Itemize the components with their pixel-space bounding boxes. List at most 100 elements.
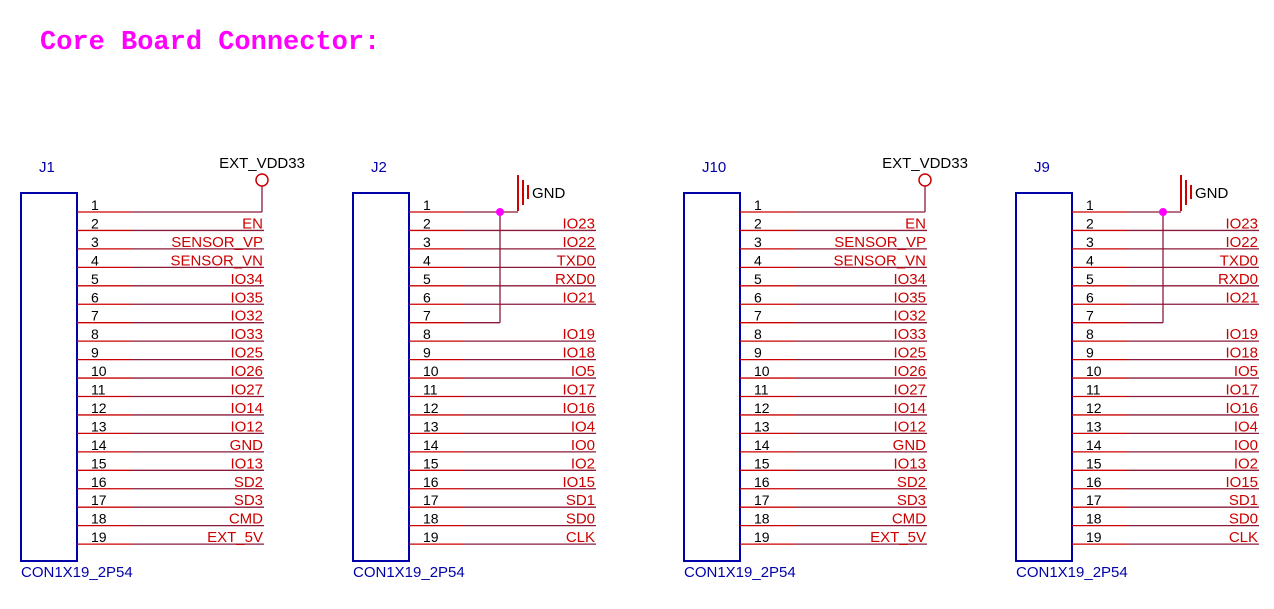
pin-number: 18 (91, 511, 107, 527)
net-label: IO18 (1225, 345, 1258, 362)
pin-number: 17 (423, 492, 439, 508)
net-label: IO34 (893, 271, 926, 288)
connector-footprint: CON1X19_2P54 (1016, 564, 1128, 581)
net-label: IO5 (1234, 363, 1258, 380)
net-label: IO17 (1225, 382, 1258, 399)
pin-number: 13 (423, 418, 439, 434)
pin-number: 5 (91, 271, 99, 287)
pin-number: 8 (1086, 326, 1094, 342)
net-label: IO32 (893, 308, 926, 325)
connector-footprint: CON1X19_2P54 (353, 564, 465, 581)
pin-number: 16 (1086, 474, 1102, 490)
net-label: IO18 (562, 345, 595, 362)
connector-designator: J2 (371, 159, 387, 176)
pin-number: 19 (754, 529, 770, 545)
pin-number: 4 (91, 252, 99, 268)
net-label: IO14 (230, 400, 263, 417)
net-label: IO22 (562, 234, 595, 251)
pin-number: 9 (754, 345, 762, 361)
net-label: EN (905, 215, 926, 232)
pin-number: 1 (1086, 197, 1094, 213)
power-net-label: GND (1195, 185, 1229, 202)
net-label: IO22 (1225, 234, 1258, 251)
pin-number: 17 (1086, 492, 1102, 508)
net-label: IO14 (893, 400, 926, 417)
net-label: IO13 (893, 455, 926, 472)
pin-number: 3 (1086, 234, 1094, 250)
net-label: IO21 (1225, 289, 1258, 306)
pin-number: 2 (423, 215, 431, 231)
pin-number: 5 (423, 271, 431, 287)
pin-number: 12 (91, 400, 107, 416)
pin-number: 3 (423, 234, 431, 250)
pin-number: 14 (754, 437, 770, 453)
pin-number: 16 (423, 474, 439, 490)
net-label: IO21 (562, 289, 595, 306)
pin-number: 7 (91, 308, 99, 324)
connector-footprint: CON1X19_2P54 (21, 564, 133, 581)
net-label: IO2 (1234, 455, 1258, 472)
pin-number: 11 (1086, 382, 1101, 398)
pin-number: 11 (423, 382, 438, 398)
power-net-label: EXT_VDD33 (882, 155, 968, 172)
net-label: IO25 (230, 345, 263, 362)
pin-number: 13 (91, 418, 107, 434)
page-title: Core Board Connector: (40, 28, 381, 58)
net-label: IO32 (230, 308, 263, 325)
net-label: SD1 (566, 492, 595, 509)
net-label: IO34 (230, 271, 263, 288)
net-label: SD0 (1229, 511, 1258, 528)
pin-number: 14 (1086, 437, 1102, 453)
net-label: TXD0 (1220, 252, 1258, 269)
net-label: CLK (1229, 529, 1258, 546)
net-label: IO0 (1234, 437, 1258, 454)
net-label: GND (230, 437, 264, 454)
pin-number: 7 (1086, 308, 1094, 324)
net-label: EN (242, 215, 263, 232)
pin-number: 4 (1086, 252, 1094, 268)
pin-number: 1 (423, 197, 431, 213)
pin-number: 8 (423, 326, 431, 342)
pin-number: 10 (91, 363, 107, 379)
pin-number: 10 (423, 363, 439, 379)
pin-number: 3 (91, 234, 99, 250)
net-label: IO5 (571, 363, 595, 380)
net-label: CMD (229, 511, 263, 528)
pin-number: 10 (1086, 363, 1102, 379)
net-label: IO35 (230, 289, 263, 306)
pin-number: 2 (91, 215, 99, 231)
pin-number: 12 (423, 400, 439, 416)
pin-number: 16 (91, 474, 107, 490)
pin-number: 11 (754, 382, 769, 398)
net-label: EXT_5V (207, 529, 263, 546)
pin-number: 13 (754, 418, 770, 434)
connector-designator: J1 (39, 159, 55, 176)
net-label: SD3 (234, 492, 263, 509)
net-label: IO26 (893, 363, 926, 380)
pin-number: 14 (91, 437, 107, 453)
pin-number: 13 (1086, 418, 1102, 434)
junction-dot (496, 208, 504, 216)
connector-body (1015, 192, 1073, 562)
pin-number: 4 (754, 252, 762, 268)
connector-footprint: CON1X19_2P54 (684, 564, 796, 581)
net-label: IO15 (1225, 474, 1258, 491)
net-label: IO0 (571, 437, 595, 454)
pin-number: 19 (91, 529, 107, 545)
pin-number: 6 (754, 289, 762, 305)
pin-number: 15 (754, 455, 770, 471)
net-label: SENSOR_VP (834, 234, 926, 251)
pin-number: 10 (754, 363, 770, 379)
net-label: IO26 (230, 363, 263, 380)
pin-number: 8 (91, 326, 99, 342)
pin-number: 14 (423, 437, 439, 453)
net-label: EXT_5V (870, 529, 926, 546)
net-label: IO12 (893, 418, 926, 435)
net-label: IO33 (893, 326, 926, 343)
pin-number: 19 (1086, 529, 1102, 545)
net-label: IO4 (571, 418, 595, 435)
net-label: IO35 (893, 289, 926, 306)
